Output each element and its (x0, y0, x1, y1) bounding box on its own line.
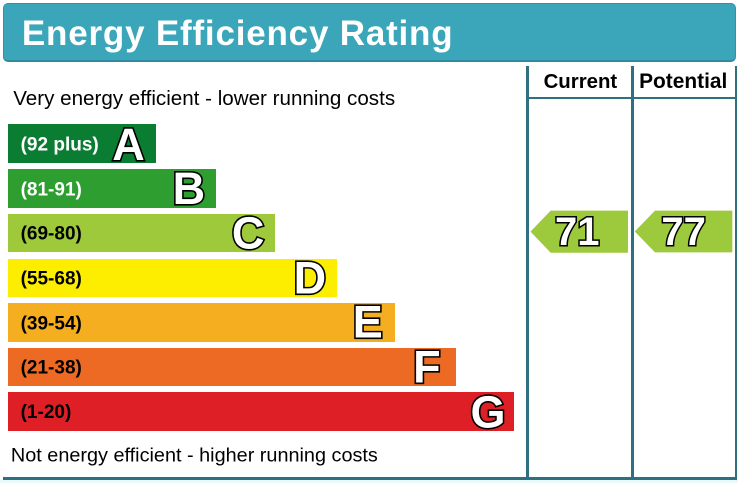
svg-text:C: C (232, 207, 265, 258)
svg-text:Energy Efficiency Rating: Energy Efficiency Rating (22, 14, 454, 53)
svg-text:(92 plus): (92 plus) (21, 134, 99, 155)
svg-text:(39-54): (39-54) (21, 313, 82, 334)
svg-text:F: F (413, 342, 441, 393)
svg-text:Potential: Potential (639, 70, 727, 93)
svg-text:E: E (353, 297, 383, 348)
svg-text:(1-20): (1-20) (21, 402, 72, 423)
svg-text:(21-38): (21-38) (21, 358, 82, 379)
svg-text:Current: Current (544, 71, 618, 93)
svg-text:A: A (112, 119, 145, 170)
svg-text:D: D (294, 253, 327, 304)
svg-text:B: B (173, 163, 206, 214)
svg-text:Very energy efficient - lower: Very energy efficient - lower running co… (13, 87, 395, 110)
svg-text:(69-80): (69-80) (21, 224, 82, 245)
svg-text:77: 77 (661, 210, 706, 254)
svg-text:(55-68): (55-68) (21, 269, 82, 290)
svg-text:(81-91): (81-91) (21, 179, 82, 200)
svg-text:G: G (470, 386, 505, 437)
svg-text:Not energy efficient - higher: Not energy efficient - higher running co… (11, 445, 378, 467)
svg-text:71: 71 (555, 210, 600, 254)
